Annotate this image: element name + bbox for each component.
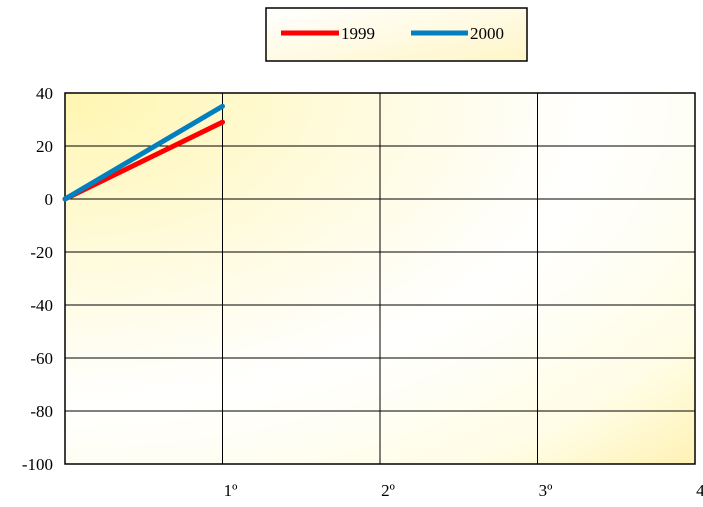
legend: 1999 2000 — [265, 7, 528, 62]
legend-label-2000: 2000 — [470, 24, 504, 43]
y-tick-label: -100 — [22, 455, 53, 474]
x-tick-label: 2º — [381, 481, 395, 500]
y-tick-label: 0 — [45, 190, 54, 209]
plot-border — [64, 92, 696, 465]
x-axis-labels: 1º 2º 3º 4º — [224, 481, 703, 500]
y-tick-label: -60 — [30, 349, 53, 368]
y-tick-label: -40 — [30, 296, 53, 315]
y-tick-label: 20 — [36, 137, 53, 156]
series-line-2000 — [62, 103, 225, 202]
y-tick-label: 40 — [36, 84, 53, 103]
legend-label-1999: 1999 — [341, 24, 375, 43]
x-tick-label: 3º — [539, 481, 553, 500]
y-tick-label: -20 — [30, 243, 53, 262]
x-tick-label: 4º — [696, 481, 703, 500]
x-tick-label: 1º — [224, 481, 238, 500]
series-lines — [62, 103, 225, 202]
y-axis-labels: 40 20 0 -20 -40 -60 -80 -100 — [22, 84, 53, 474]
y-tick-label: -80 — [30, 402, 53, 421]
